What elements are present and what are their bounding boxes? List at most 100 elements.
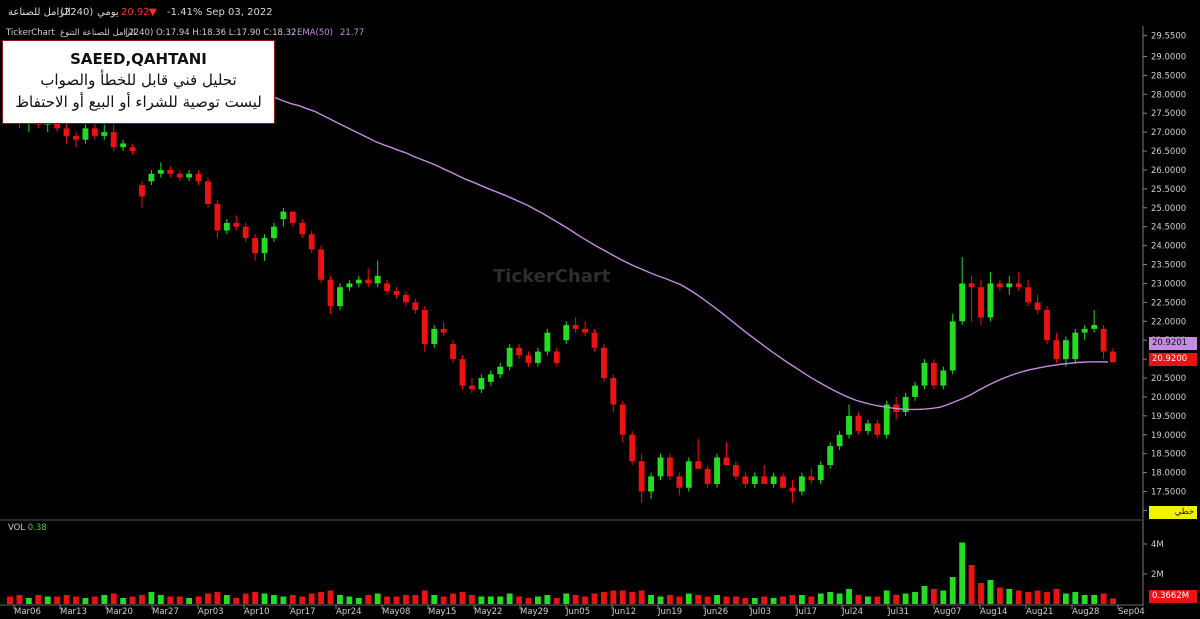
- candle-body: [421, 309, 428, 344]
- volume-bar: [1062, 593, 1069, 604]
- candle-body: [789, 487, 796, 492]
- price-tick-label: 19.0000: [1151, 431, 1186, 441]
- volume-bar: [893, 595, 900, 604]
- ema-value: 21.77: [340, 28, 365, 38]
- volume-bar: [101, 595, 108, 604]
- candle-body: [619, 404, 626, 435]
- candle-body: [685, 461, 692, 488]
- volume-bar: [327, 590, 334, 604]
- candle-body: [129, 147, 136, 152]
- candle-body: [412, 302, 419, 310]
- scale-mode-button[interactable]: خطي: [1149, 506, 1197, 519]
- volume-bar: [1081, 595, 1088, 604]
- volume-bar: [864, 596, 871, 604]
- candle-body: [252, 238, 259, 254]
- annotation-box: SAEED,QAHTANI تحليل فني قابل للخطأ والصو…: [2, 40, 275, 124]
- volume-bar: [987, 580, 994, 604]
- volume-bar: [469, 595, 475, 604]
- candle-body: [1034, 302, 1041, 310]
- price-tick-label: 24.5000: [1151, 223, 1186, 233]
- volume-bar: [403, 595, 409, 604]
- price-tick-label: 28.5000: [1151, 71, 1186, 81]
- candle-body: [798, 476, 805, 492]
- candle-body: [242, 226, 249, 239]
- candle-body: [582, 328, 588, 333]
- candle-body: [487, 374, 494, 382]
- volume-bar: [506, 593, 513, 604]
- volume-bar: [912, 592, 918, 604]
- candle-body: [365, 279, 372, 284]
- candle-body: [930, 362, 937, 386]
- volume-bar: [129, 596, 136, 604]
- candle-body: [63, 128, 70, 136]
- volume-bar: [544, 595, 551, 604]
- time-tick-label: May08: [382, 607, 410, 617]
- volume-bar: [535, 596, 541, 604]
- candle-body: [978, 287, 984, 318]
- volume-bar: [1110, 598, 1116, 604]
- candle-body: [403, 294, 409, 303]
- volume-bar: [836, 593, 843, 604]
- volume-bar: [742, 598, 749, 604]
- candle-body: [968, 283, 975, 288]
- period-label[interactable]: يومي: [97, 7, 119, 18]
- candle-body: [308, 234, 315, 250]
- price-tick-label: 26.5000: [1151, 147, 1186, 157]
- candle-body: [261, 238, 268, 254]
- price-tick-label: 25.5000: [1151, 185, 1186, 195]
- candle-body: [912, 385, 918, 397]
- time-tick-label: Apr03: [198, 607, 224, 617]
- candle-body: [167, 169, 174, 174]
- volume-bar: [261, 593, 268, 604]
- candle-body: [1053, 340, 1060, 360]
- instrument-label: الزامل للصناعة التنوع: [60, 28, 136, 38]
- volume-bar: [685, 593, 692, 604]
- volume-bar: [318, 592, 325, 604]
- candle-body: [563, 325, 570, 341]
- volume-bar: [723, 596, 730, 604]
- price-tick-label: 27.0000: [1151, 128, 1186, 138]
- ohlc-readout: (2240) O:17.94 H:18.36 L:17.90 C:18.32: [125, 28, 297, 38]
- volume-bar: [271, 595, 277, 604]
- volume-bar: [110, 593, 117, 604]
- candle-body: [440, 328, 447, 333]
- volume-bar: [1015, 590, 1022, 604]
- candle-body: [374, 275, 381, 284]
- candle-body: [836, 434, 843, 447]
- volume-bar: [412, 595, 419, 604]
- candle-body: [355, 279, 362, 284]
- candle-body: [638, 461, 645, 492]
- candle-body: [393, 291, 400, 295]
- candle-body: [855, 415, 862, 431]
- candle-body: [195, 173, 202, 182]
- candle-body: [959, 283, 966, 322]
- volume-bar: [846, 589, 852, 604]
- candle-body: [327, 279, 334, 307]
- time-tick-label: Jul03: [749, 607, 771, 617]
- candle-body: [73, 135, 79, 140]
- candle-body: [723, 457, 730, 466]
- volume-bar: [365, 595, 372, 604]
- candle-body: [346, 283, 353, 288]
- time-tick-label: Jul31: [887, 607, 909, 617]
- volume-bar: [1044, 592, 1050, 604]
- volume-bar: [883, 590, 890, 604]
- candle-body: [120, 143, 127, 148]
- candle-body: [1081, 328, 1088, 333]
- volume-bar: [195, 596, 202, 604]
- volume-bar: [553, 598, 560, 604]
- time-tick-label: May15: [428, 607, 456, 617]
- annotation-disclaimer-2: ليست توصية للشراء أو البيع أو الاحتفاظ: [15, 93, 262, 111]
- time-tick-label: Aug28: [1072, 607, 1099, 617]
- volume-bar: [732, 596, 739, 604]
- volume-bar: [167, 596, 174, 604]
- candle-body: [751, 476, 758, 484]
- ema-line: [199, 74, 1109, 411]
- price-tick-label: 22.5000: [1151, 298, 1186, 308]
- volume-bar: [798, 595, 805, 604]
- candle-body: [525, 355, 532, 363]
- candle-body: [553, 351, 560, 363]
- time-tick-label: Aug07: [934, 607, 961, 617]
- candle-body: [666, 457, 673, 477]
